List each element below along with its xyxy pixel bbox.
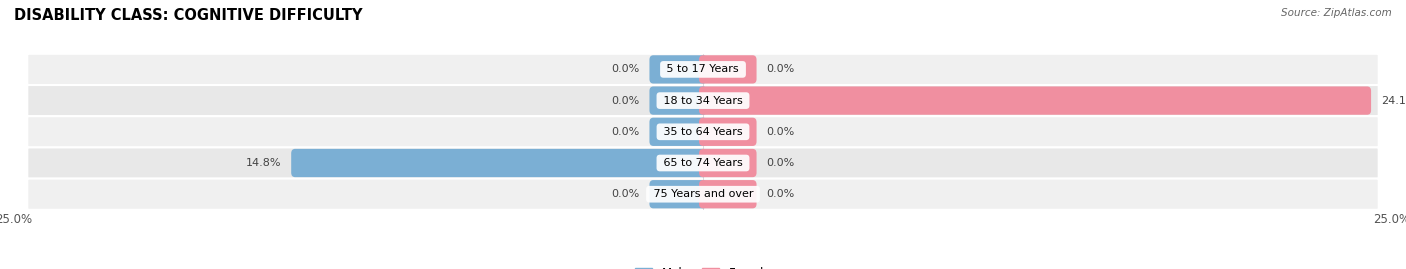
Text: 0.0%: 0.0% [612, 64, 640, 75]
Text: 0.0%: 0.0% [612, 95, 640, 106]
FancyBboxPatch shape [27, 54, 1379, 85]
Text: 14.8%: 14.8% [246, 158, 281, 168]
Text: Source: ZipAtlas.com: Source: ZipAtlas.com [1281, 8, 1392, 18]
FancyBboxPatch shape [699, 149, 756, 177]
FancyBboxPatch shape [650, 55, 707, 84]
Text: 0.0%: 0.0% [612, 127, 640, 137]
FancyBboxPatch shape [699, 180, 756, 208]
Text: DISABILITY CLASS: COGNITIVE DIFFICULTY: DISABILITY CLASS: COGNITIVE DIFFICULTY [14, 8, 363, 23]
FancyBboxPatch shape [699, 86, 1371, 115]
Text: 0.0%: 0.0% [612, 189, 640, 199]
FancyBboxPatch shape [27, 85, 1379, 116]
FancyBboxPatch shape [650, 118, 707, 146]
FancyBboxPatch shape [27, 116, 1379, 147]
FancyBboxPatch shape [699, 55, 756, 84]
Legend: Male, Female: Male, Female [630, 263, 776, 269]
Text: 18 to 34 Years: 18 to 34 Years [659, 95, 747, 106]
Text: 0.0%: 0.0% [766, 64, 794, 75]
FancyBboxPatch shape [291, 149, 707, 177]
Text: 5 to 17 Years: 5 to 17 Years [664, 64, 742, 75]
FancyBboxPatch shape [650, 86, 707, 115]
Text: 0.0%: 0.0% [766, 189, 794, 199]
Text: 65 to 74 Years: 65 to 74 Years [659, 158, 747, 168]
Text: 0.0%: 0.0% [766, 127, 794, 137]
Text: 75 Years and over: 75 Years and over [650, 189, 756, 199]
FancyBboxPatch shape [27, 147, 1379, 179]
FancyBboxPatch shape [27, 179, 1379, 210]
Text: 0.0%: 0.0% [766, 158, 794, 168]
FancyBboxPatch shape [650, 180, 707, 208]
Text: 24.1%: 24.1% [1381, 95, 1406, 106]
Text: 35 to 64 Years: 35 to 64 Years [659, 127, 747, 137]
FancyBboxPatch shape [699, 118, 756, 146]
